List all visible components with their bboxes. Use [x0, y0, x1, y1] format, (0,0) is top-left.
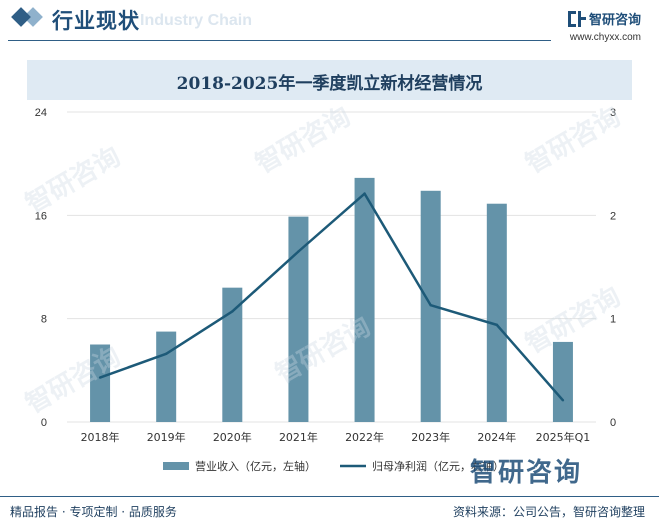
footer-source: 资料来源：公司公告，智研咨询整理 — [452, 505, 645, 519]
line-point — [297, 250, 300, 253]
footer-slogan: 精品报告 · 专项定制 · 品质服务 — [10, 505, 177, 519]
brand: 智研咨询 www.chyxx.com — [567, 8, 641, 43]
line-point — [231, 310, 234, 313]
brand-url: www.chyxx.com — [569, 32, 641, 43]
y-right-tick-label: 1 — [610, 314, 616, 326]
x-tick-label: 2018年 — [81, 430, 120, 444]
x-tick-label: 2025年Q1 — [536, 430, 591, 444]
line-point — [495, 323, 499, 327]
page-header: 行业现状 Industry Chain — [0, 0, 659, 44]
bar — [156, 331, 177, 422]
y-left-tick-label: 24 — [35, 107, 47, 119]
legend-bar-label: 营业收入（亿元，左轴） — [195, 459, 316, 473]
x-tick-label: 2019年 — [147, 430, 186, 444]
x-tick-label: 2022年 — [345, 430, 384, 444]
bar — [552, 341, 573, 422]
bar — [354, 177, 375, 422]
line-point — [561, 399, 565, 402]
page-footer: 精品报告 · 专项定制 · 品质服务 资料来源：公司公告，智研咨询整理 — [0, 496, 659, 524]
bar — [90, 344, 111, 422]
chart-title-bar: 2018-2025年一季度凯立新材经营情况 — [27, 60, 632, 100]
x-tick-label: 2024年 — [477, 430, 516, 444]
bar — [222, 287, 243, 422]
bar — [288, 216, 309, 422]
y-left-tick-label: 16 — [35, 210, 47, 222]
y-left-tick-label: 8 — [41, 314, 47, 326]
profit-line — [99, 192, 564, 402]
legend-bar-swatch — [163, 462, 189, 470]
y-right-tick-label: 3 — [610, 107, 616, 119]
brand-name: 智研咨询 — [588, 13, 641, 28]
line-point — [363, 192, 366, 195]
x-tick-label: 2021年 — [279, 430, 318, 444]
line-point — [429, 304, 432, 307]
watermark-logo-text: 智研咨询 — [470, 458, 583, 488]
combo-chart: 0 8 16 24 0 1 2 3 2018年 2019年 2020年 2021年 2022年 2023年… — [35, 107, 616, 473]
y-right-tick-label: 0 — [610, 417, 616, 429]
y-left-tick-label: 0 — [41, 417, 47, 429]
ghost-heading: Industry Chain — [140, 12, 253, 29]
x-tick-label: 2020年 — [213, 430, 252, 444]
bar — [486, 203, 507, 422]
section-title: 行业现状 — [52, 9, 140, 33]
brand-logo-icon — [567, 10, 586, 27]
diamond-icon — [11, 7, 31, 27]
line-point — [98, 376, 102, 379]
legend-line-label: 归母净利润（亿元，右轴） — [372, 459, 504, 473]
chart-title: 2018-2025年一季度凯立新材经营情况 — [176, 74, 483, 94]
header-divider — [8, 40, 551, 41]
line-point — [164, 352, 168, 355]
x-tick-label: 2023年 — [411, 430, 450, 444]
y-right-tick-label: 2 — [610, 210, 616, 222]
